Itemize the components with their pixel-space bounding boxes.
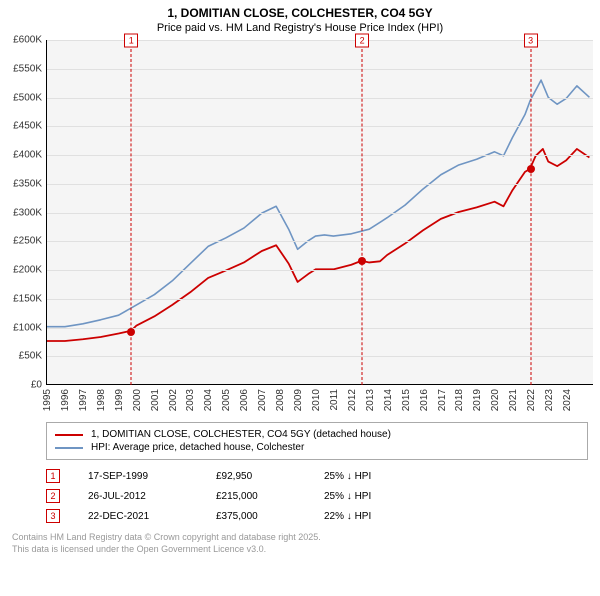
- x-tick-label: 2003: [185, 389, 196, 411]
- marker-box: 2: [355, 34, 369, 48]
- x-tick-label: 2024: [562, 389, 573, 411]
- x-tick-label: 2012: [347, 389, 358, 411]
- y-axis-labels: £0£50K£100K£150K£200K£250K£300K£350K£400…: [0, 40, 46, 385]
- gridline: [47, 155, 593, 156]
- chart-plot: £0 £50K £100K £150K £200K £250K £300K £350K £400…: [0, 40, 600, 420]
- legend-label: 1, DOMITIAN CLOSE, COLCHESTER, CO4 5GY (…: [91, 429, 391, 440]
- sales-row: 1 17-SEP-1999 £92,950 25% ↓ HPI: [46, 466, 588, 486]
- series-line: [47, 80, 589, 327]
- legend: 1, DOMITIAN CLOSE, COLCHESTER, CO4 5GY (…: [46, 422, 588, 460]
- sales-diff: 25% ↓ HPI: [324, 471, 424, 482]
- y-tick-label: £250K: [13, 236, 42, 247]
- x-tick-label: 1995: [42, 389, 53, 411]
- gridline: [47, 98, 593, 99]
- sales-date: 17-SEP-1999: [88, 471, 188, 482]
- y-tick-label: £50K: [19, 351, 42, 362]
- y-tick-label: £500K: [13, 92, 42, 103]
- gridline: [47, 241, 593, 242]
- legend-swatch: [55, 434, 83, 436]
- x-tick-label: 2013: [365, 389, 376, 411]
- sale-dot: [527, 165, 535, 173]
- gridline: [47, 270, 593, 271]
- sales-price: £215,000: [216, 491, 296, 502]
- x-tick-label: 2011: [329, 389, 340, 411]
- plot-area: 123: [46, 40, 593, 385]
- gridline: [47, 299, 593, 300]
- y-tick-label: £350K: [13, 178, 42, 189]
- y-tick-label: £300K: [13, 207, 42, 218]
- x-tick-label: 2016: [419, 389, 430, 411]
- x-tick-label: 1996: [60, 389, 71, 411]
- chart-title-line1: 1, DOMITIAN CLOSE, COLCHESTER, CO4 5GY: [0, 6, 600, 20]
- gridline: [47, 184, 593, 185]
- x-tick-label: 2001: [150, 389, 161, 411]
- gridline: [47, 69, 593, 70]
- sales-marker: 1: [46, 469, 60, 483]
- y-tick-label: £0: [31, 380, 42, 391]
- sale-dot: [358, 257, 366, 265]
- y-tick-label: £600K: [13, 35, 42, 46]
- x-tick-label: 1999: [114, 389, 125, 411]
- x-tick-label: 1998: [96, 389, 107, 411]
- x-tick-label: 2007: [257, 389, 268, 411]
- x-tick-label: 2015: [401, 389, 412, 411]
- legend-item: 1, DOMITIAN CLOSE, COLCHESTER, CO4 5GY (…: [55, 429, 579, 440]
- gridline: [47, 126, 593, 127]
- legend-item: HPI: Average price, detached house, Colc…: [55, 442, 579, 453]
- y-tick-label: £450K: [13, 121, 42, 132]
- gridline: [47, 213, 593, 214]
- x-tick-label: 2023: [544, 389, 555, 411]
- x-tick-label: 2020: [490, 389, 501, 411]
- sales-price: £92,950: [216, 471, 296, 482]
- x-tick-label: 2000: [132, 389, 143, 411]
- x-tick-label: 2006: [239, 389, 250, 411]
- x-tick-label: 2021: [508, 389, 519, 411]
- sales-price: £375,000: [216, 511, 296, 522]
- marker-line: [362, 49, 363, 385]
- y-tick-label: £150K: [13, 293, 42, 304]
- x-tick-label: 2018: [454, 389, 465, 411]
- sales-marker: 2: [46, 489, 60, 503]
- legend-swatch: [55, 447, 83, 449]
- gridline: [47, 356, 593, 357]
- sales-date: 26-JUL-2012: [88, 491, 188, 502]
- x-axis-labels: 1995199619971998199920002001200220032004…: [46, 385, 593, 421]
- marker-line: [530, 49, 531, 385]
- y-tick-label: £550K: [13, 63, 42, 74]
- sales-marker: 3: [46, 509, 60, 523]
- x-tick-label: 2022: [526, 389, 537, 411]
- x-tick-label: 2002: [168, 389, 179, 411]
- x-tick-label: 2004: [203, 389, 214, 411]
- sales-row: 3 22-DEC-2021 £375,000 22% ↓ HPI: [46, 506, 588, 526]
- y-tick-label: £400K: [13, 150, 42, 161]
- y-tick-label: £100K: [13, 322, 42, 333]
- y-tick-label: £200K: [13, 265, 42, 276]
- x-tick-label: 1997: [78, 389, 89, 411]
- x-tick-label: 2017: [437, 389, 448, 411]
- sale-dot: [127, 328, 135, 336]
- marker-box: 1: [124, 34, 138, 48]
- sales-diff: 25% ↓ HPI: [324, 491, 424, 502]
- x-tick-label: 2010: [311, 389, 322, 411]
- sales-date: 22-DEC-2021: [88, 511, 188, 522]
- x-tick-label: 2008: [275, 389, 286, 411]
- legend-label: HPI: Average price, detached house, Colc…: [91, 442, 304, 453]
- x-tick-label: 2005: [221, 389, 232, 411]
- sales-diff: 22% ↓ HPI: [324, 511, 424, 522]
- sales-table: 1 17-SEP-1999 £92,950 25% ↓ HPI 2 26-JUL-2012…: [46, 466, 588, 526]
- series-line: [47, 149, 589, 341]
- sales-row: 2 26-JUL-2012 £215,000 25% ↓ HPI: [46, 486, 588, 506]
- x-tick-label: 2009: [293, 389, 304, 411]
- attribution: Contains HM Land Registry data © Crown c…: [12, 532, 588, 555]
- chart-title-line2: Price paid vs. HM Land Registry's House …: [0, 22, 600, 34]
- x-tick-label: 2019: [472, 389, 483, 411]
- x-tick-label: 2014: [383, 389, 394, 411]
- marker-box: 3: [524, 34, 538, 48]
- attribution-line1: Contains HM Land Registry data © Crown c…: [12, 532, 588, 544]
- attribution-line2: This data is licensed under the Open Gov…: [12, 544, 588, 556]
